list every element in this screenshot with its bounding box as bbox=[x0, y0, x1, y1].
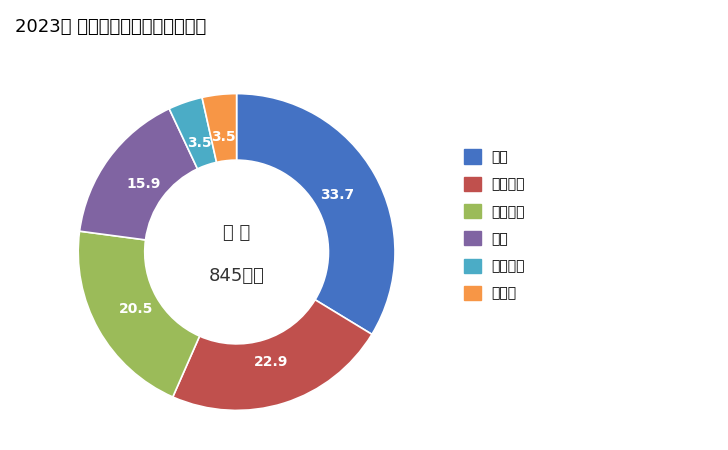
Wedge shape bbox=[237, 94, 395, 334]
Wedge shape bbox=[169, 97, 216, 169]
Text: 総 額: 総 額 bbox=[223, 224, 250, 242]
Text: 3.5: 3.5 bbox=[187, 135, 211, 149]
Wedge shape bbox=[173, 300, 372, 410]
Wedge shape bbox=[202, 94, 237, 162]
Text: 2023年 輸出相手国のシェア（％）: 2023年 輸出相手国のシェア（％） bbox=[15, 18, 206, 36]
Text: 3.5: 3.5 bbox=[212, 130, 236, 144]
Wedge shape bbox=[79, 109, 197, 240]
Text: 22.9: 22.9 bbox=[254, 356, 288, 369]
Legend: 中国, ベトナム, フランス, 韓国, イタリア, その他: 中国, ベトナム, フランス, 韓国, イタリア, その他 bbox=[459, 144, 531, 306]
Text: 20.5: 20.5 bbox=[119, 302, 153, 315]
Text: 15.9: 15.9 bbox=[126, 177, 160, 191]
Text: 845万円: 845万円 bbox=[209, 267, 264, 285]
Text: 33.7: 33.7 bbox=[320, 189, 355, 202]
Wedge shape bbox=[78, 231, 199, 397]
